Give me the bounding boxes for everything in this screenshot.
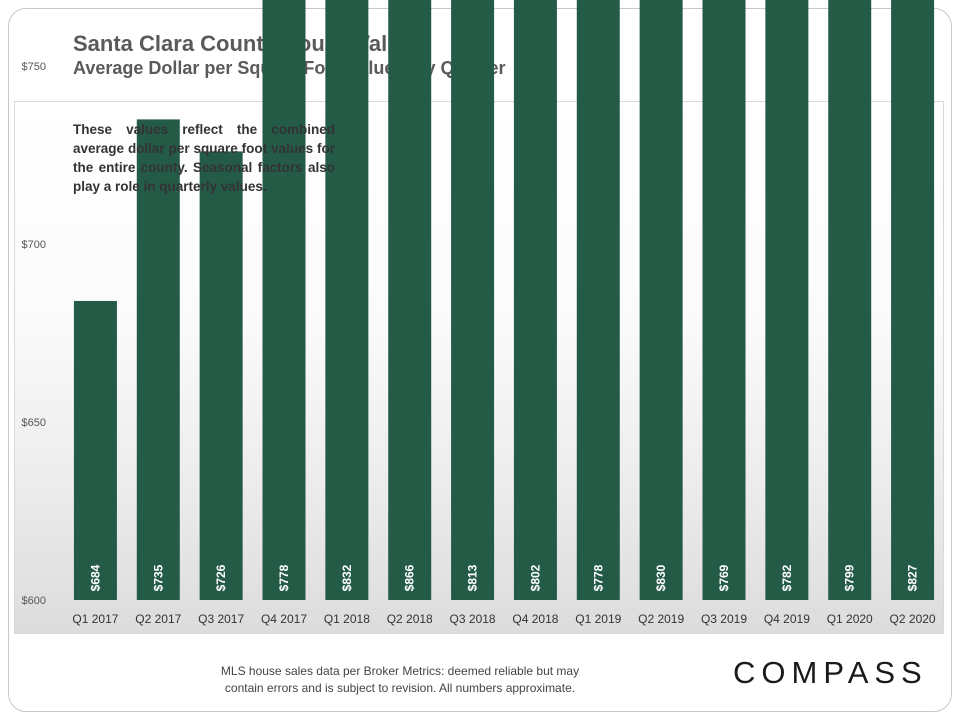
x-tick-label: Q4 2019 xyxy=(764,612,810,626)
x-tick-label: Q1 2020 xyxy=(827,612,873,626)
y-tick-label: $600 xyxy=(22,595,46,607)
bar xyxy=(388,0,432,600)
y-tick-label: $750 xyxy=(22,61,46,73)
bar-data-label: $866 xyxy=(403,564,417,591)
x-tick-label: Q4 2017 xyxy=(261,612,307,626)
bar xyxy=(513,0,557,600)
bar xyxy=(451,0,495,601)
bar xyxy=(639,0,683,600)
bar-data-label: $726 xyxy=(214,564,228,591)
x-tick-label: Q3 2017 xyxy=(198,612,244,626)
x-tick-label: Q1 2019 xyxy=(575,612,621,626)
bar-data-label: $782 xyxy=(780,564,794,591)
x-tick-label: Q3 2019 xyxy=(701,612,747,626)
bar xyxy=(199,151,243,600)
chart-annotation: These values reflect the combined averag… xyxy=(73,122,335,194)
bar xyxy=(702,0,746,601)
x-tick-label: Q1 2017 xyxy=(72,612,118,626)
bar-data-label: $827 xyxy=(906,564,920,591)
x-tick-label: Q4 2018 xyxy=(512,612,558,626)
bar xyxy=(262,0,306,600)
bar-data-label: $735 xyxy=(151,564,165,591)
bar xyxy=(576,0,620,600)
bar-data-label: $830 xyxy=(654,564,668,591)
y-tick-label: $650 xyxy=(22,417,46,429)
bar xyxy=(828,0,872,600)
compass-logo: COMPASS xyxy=(733,655,928,690)
source-footnote-line-1: MLS house sales data per Broker Metrics:… xyxy=(220,664,580,678)
x-tick-label: Q2 2017 xyxy=(135,612,181,626)
bar-data-label: $802 xyxy=(528,564,542,591)
bar xyxy=(73,300,117,600)
bar-data-label: $799 xyxy=(843,564,857,591)
x-tick-label: Q2 2018 xyxy=(387,612,433,626)
bar-data-label: $684 xyxy=(88,564,102,591)
bar-data-label: $769 xyxy=(717,564,731,591)
x-tick-label: Q2 2020 xyxy=(890,612,936,626)
bar-data-label: $778 xyxy=(591,564,605,591)
bar-data-label: $813 xyxy=(466,564,480,591)
bar xyxy=(325,0,369,600)
bar xyxy=(765,0,809,600)
x-tick-label: Q3 2018 xyxy=(450,612,496,626)
bar xyxy=(891,0,935,600)
source-footnote: MLS house sales data per Broker Metrics:… xyxy=(190,663,610,697)
bar-data-label: $832 xyxy=(340,564,354,591)
bar-data-label: $778 xyxy=(277,564,291,591)
x-tick-label: Q2 2019 xyxy=(638,612,684,626)
x-tick-label: Q1 2018 xyxy=(324,612,370,626)
source-footnote-line-2: contain errors and is subject to revisio… xyxy=(224,681,576,695)
y-tick-label: $700 xyxy=(22,239,46,251)
bar xyxy=(136,119,180,601)
